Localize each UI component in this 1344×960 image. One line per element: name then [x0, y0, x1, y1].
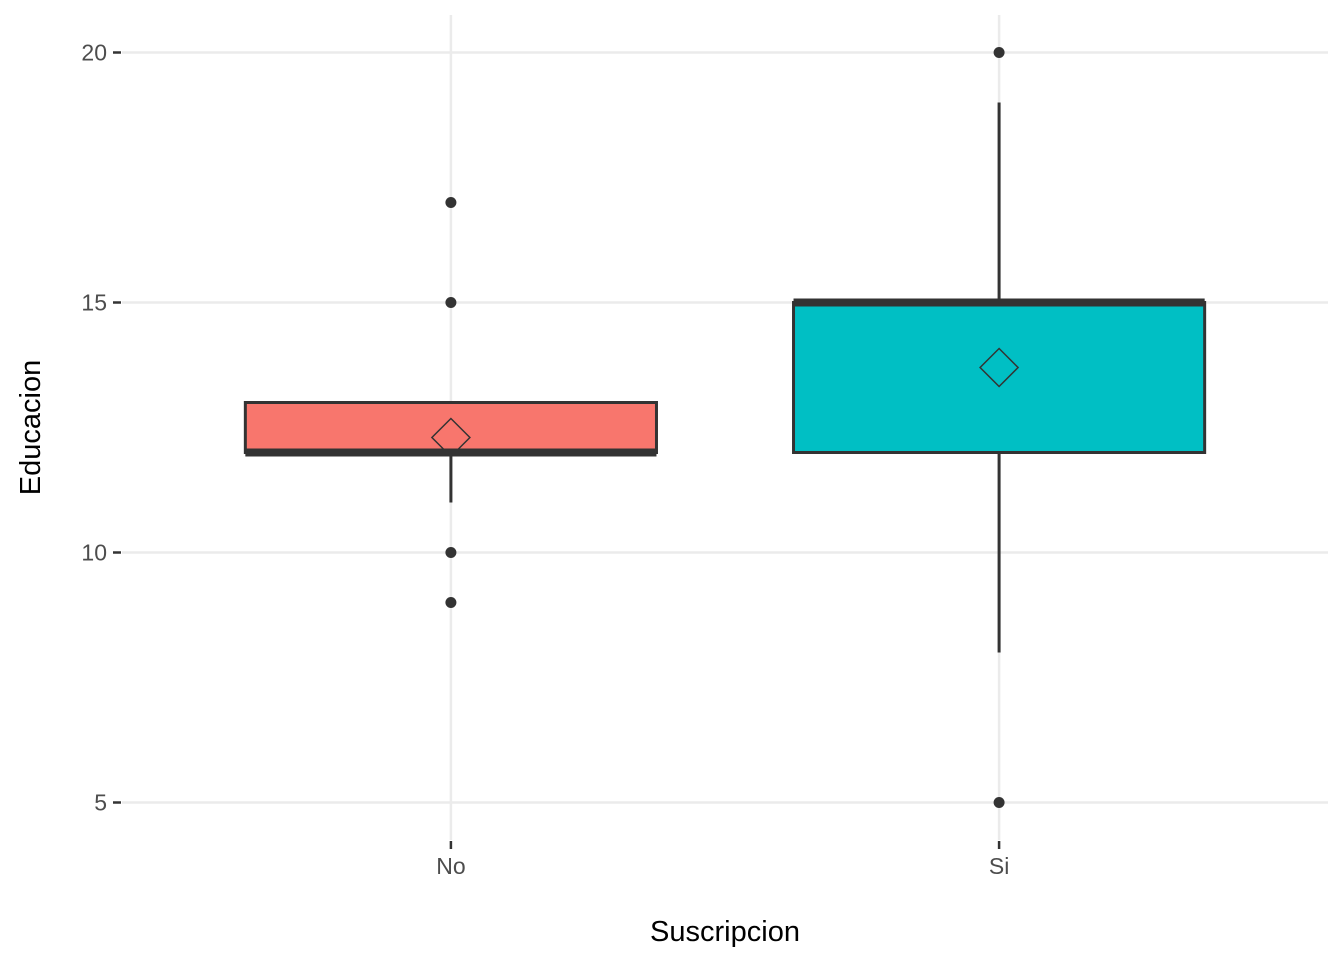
outlier-point-si — [993, 797, 1005, 808]
boxplot-no — [243, 197, 658, 608]
y-axis-title: Educacion — [15, 360, 47, 495]
outlier-point-si — [993, 47, 1005, 58]
outlier-point-no — [445, 597, 457, 608]
x-axis-title: Suscripcion — [650, 916, 800, 948]
x-tick-labels: No Si — [436, 853, 1009, 879]
y-tick-label: 20 — [81, 40, 107, 66]
boxplot-si — [792, 47, 1207, 808]
box-no — [243, 401, 658, 454]
outlier-point-no — [445, 297, 457, 308]
x-tick-label: Si — [989, 853, 1009, 879]
x-tick-label: No — [436, 853, 465, 879]
y-tick-label: 5 — [94, 790, 107, 816]
horizontal-gridlines — [122, 51, 1328, 804]
y-tick-labels: 5 10 15 20 — [81, 40, 107, 816]
y-tick-label: 10 — [81, 540, 107, 566]
box-si — [792, 301, 1207, 454]
outlier-point-no — [445, 197, 457, 208]
mean-diamond-si — [979, 347, 1020, 388]
mean-diamond-no — [430, 417, 471, 458]
axis-ticks — [113, 51, 1001, 849]
y-tick-label: 15 — [81, 290, 107, 316]
outlier-point-no — [445, 547, 457, 558]
